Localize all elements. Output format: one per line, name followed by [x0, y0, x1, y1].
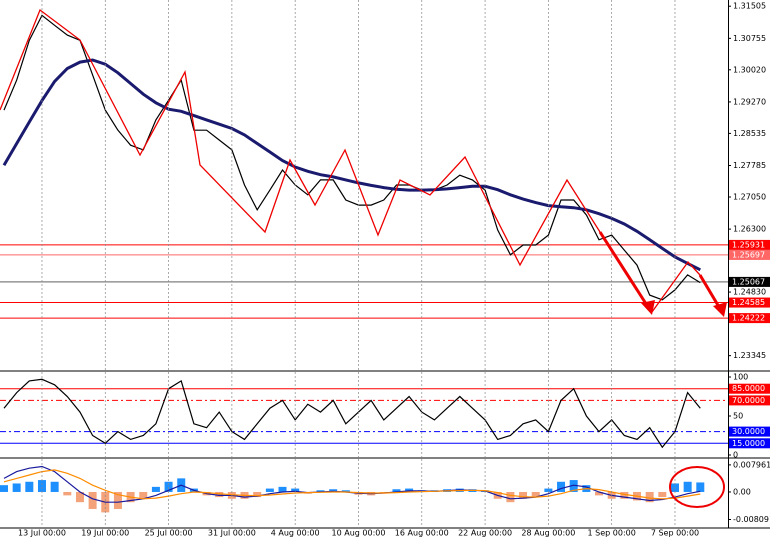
y-tick-label: 1.27785 [733, 161, 766, 170]
histogram-bar [75, 491, 84, 503]
histogram-bar [696, 482, 705, 492]
level-label-box [729, 313, 770, 324]
histogram-bar [316, 490, 325, 492]
level-label-box [729, 297, 770, 308]
histogram-bar [265, 488, 274, 492]
level-label: 1.25067 [732, 277, 765, 286]
level-label-box [729, 438, 770, 449]
level-label-box [729, 383, 770, 394]
x-tick-label: 10 Aug 00:00 [332, 529, 386, 538]
histogram-bar [139, 491, 148, 499]
level-label: 15.0000 [732, 439, 765, 448]
histogram-bar [620, 491, 629, 499]
arrow-head [641, 300, 655, 315]
y-tick-label: 0 [733, 451, 738, 460]
series-line [3, 469, 701, 500]
arrow-head [713, 302, 727, 317]
histogram-bar [341, 490, 350, 492]
x-tick-label: 28 Aug 00:00 [521, 529, 575, 538]
y-tick-label: 1.29270 [733, 97, 766, 106]
level-label: 1.24222 [732, 314, 765, 323]
histogram-bar [569, 480, 578, 492]
histogram-bar [113, 491, 122, 509]
histogram-bar [506, 491, 515, 503]
y-tick-label: 1.28535 [733, 129, 766, 138]
histogram-bar [63, 491, 72, 496]
histogram-bar [519, 491, 528, 499]
x-tick-label: 13 Jul 00:00 [18, 529, 66, 538]
level-label: 1.25697 [732, 250, 765, 259]
y-tick-label: 1.31505 [733, 2, 766, 11]
trend-arrow [598, 231, 652, 311]
histogram-bar [0, 485, 8, 492]
level-label: 85.0000 [732, 384, 765, 393]
level-label-box [729, 239, 770, 250]
histogram-bar [253, 491, 262, 498]
y-tick-label: 1.26300 [733, 225, 766, 234]
histogram-bar [12, 483, 21, 492]
y-tick-label: 0.00 [733, 487, 751, 496]
histogram-bar [25, 481, 34, 492]
series-line [3, 378, 701, 449]
histogram-bar [392, 489, 401, 492]
y-tick-label: 0.007961 [733, 460, 770, 469]
series-line [2, 58, 701, 272]
level-label-box [729, 395, 770, 406]
x-tick-label: 19 Jul 00:00 [81, 529, 129, 538]
x-tick-label: 16 Aug 00:00 [395, 529, 449, 538]
histogram-bar [544, 488, 553, 492]
highlight-circle [669, 466, 725, 508]
y-tick-label: 1.30755 [733, 34, 766, 43]
histogram-bar [215, 491, 224, 498]
histogram-bar [405, 488, 414, 492]
histogram-bar [683, 481, 692, 492]
level-label: 1.24585 [732, 298, 765, 307]
x-tick-label: 4 Aug 00:00 [271, 529, 320, 538]
y-tick-label: 1.24830 [733, 288, 766, 297]
level-label-box [729, 249, 770, 260]
series-line [3, 14, 701, 301]
y-tick-label: 50 [733, 412, 743, 421]
y-tick-label: 1.27050 [733, 192, 766, 201]
x-tick-label: 7 Sep 00:00 [651, 529, 699, 538]
x-tick-label: 31 Jul 00:00 [208, 529, 256, 538]
histogram-bar [88, 491, 97, 509]
histogram-bar [329, 489, 338, 492]
histogram-bar [595, 491, 604, 496]
zigzag [651, 260, 701, 313]
histogram-bar [658, 491, 667, 498]
level-label: 30.0000 [732, 427, 765, 436]
y-tick-label: 1.30020 [733, 65, 766, 74]
histogram-bar [37, 480, 46, 492]
level-label: 70.0000 [732, 396, 765, 405]
y-tick-label: 1.23345 [733, 351, 766, 360]
histogram-bar [557, 481, 566, 492]
histogram-bar [531, 491, 540, 498]
x-tick-label: 22 Aug 00:00 [458, 529, 512, 538]
x-tick-label: 25 Jul 00:00 [145, 529, 193, 538]
histogram-bar [291, 488, 300, 492]
y-tick-label: -0.008091 [733, 515, 770, 524]
histogram-bar [151, 486, 160, 492]
level-label-box [729, 276, 770, 287]
y-tick-label: 100 [733, 373, 748, 382]
histogram-bar [50, 481, 59, 492]
zigzag [0, 8, 601, 267]
histogram-bar [164, 481, 173, 492]
histogram-bar [645, 491, 654, 503]
level-label-box [729, 426, 770, 437]
x-tick-label: 1 Sep 00:00 [588, 529, 636, 538]
level-label: 1.25931 [732, 240, 765, 249]
histogram-bar [278, 486, 287, 492]
